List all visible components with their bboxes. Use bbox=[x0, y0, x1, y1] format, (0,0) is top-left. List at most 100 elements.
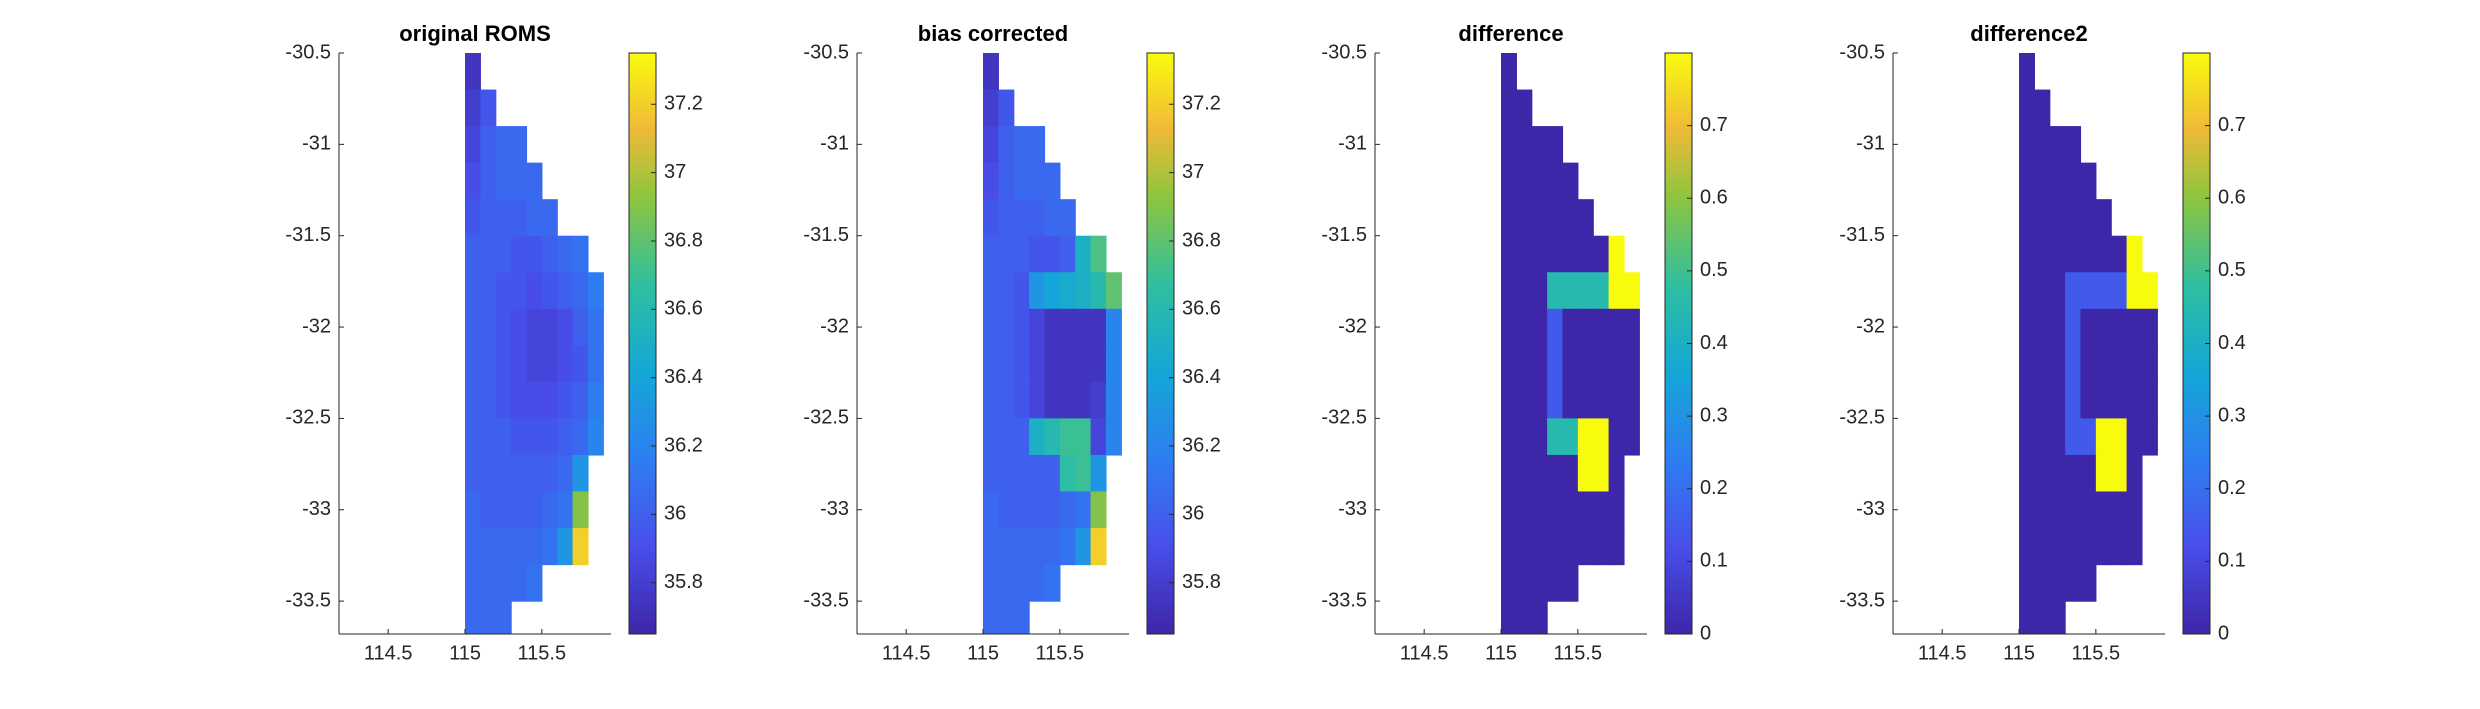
cell bbox=[1044, 308, 1061, 346]
heatmap bbox=[2019, 53, 2158, 634]
cell bbox=[2080, 162, 2097, 200]
cell bbox=[557, 235, 574, 273]
cell bbox=[983, 126, 999, 164]
cell bbox=[998, 564, 1015, 602]
x-tick-label: 114.5 bbox=[882, 642, 931, 664]
cell bbox=[1516, 126, 1533, 164]
cell bbox=[511, 418, 528, 456]
chart-title: difference bbox=[1458, 21, 1563, 46]
cell bbox=[1044, 381, 1061, 420]
colorbar-tick-label: 0.5 bbox=[1700, 259, 1728, 281]
cell bbox=[1075, 345, 1092, 383]
cell bbox=[2111, 272, 2128, 310]
cell bbox=[572, 418, 589, 456]
cell bbox=[1105, 381, 1122, 420]
cell bbox=[2126, 381, 2143, 420]
cell bbox=[1593, 345, 1610, 383]
cell bbox=[2019, 528, 2035, 566]
cell bbox=[1531, 528, 1548, 566]
cell bbox=[1516, 601, 1533, 634]
cell bbox=[587, 272, 604, 310]
cell bbox=[998, 491, 1015, 529]
cell bbox=[983, 235, 999, 273]
cell bbox=[998, 235, 1015, 273]
cell bbox=[480, 126, 497, 164]
cell bbox=[1075, 381, 1092, 420]
heatmap bbox=[1501, 53, 1640, 634]
cell bbox=[2034, 418, 2051, 456]
colorbar-tick-label: 36.6 bbox=[664, 298, 703, 320]
cell bbox=[495, 454, 512, 493]
cell bbox=[1075, 272, 1092, 310]
colorbar-tick-label: 36.4 bbox=[1182, 366, 1221, 388]
cell bbox=[1593, 272, 1610, 310]
cell bbox=[480, 454, 497, 493]
chart-title: difference2 bbox=[1970, 21, 2087, 46]
cell bbox=[541, 454, 558, 493]
cell bbox=[587, 381, 604, 420]
cell bbox=[1623, 381, 1640, 420]
cell bbox=[572, 491, 589, 529]
cell bbox=[2080, 564, 2097, 602]
x-tick-label: 115 bbox=[1485, 642, 1517, 664]
cell bbox=[1608, 454, 1625, 493]
y-tick-label: -31 bbox=[302, 133, 331, 155]
cell bbox=[1547, 345, 1564, 383]
cell bbox=[572, 235, 589, 273]
cell bbox=[2111, 491, 2128, 529]
cell bbox=[465, 162, 481, 200]
heatmap bbox=[983, 53, 1122, 634]
cell bbox=[1547, 126, 1564, 164]
cell bbox=[557, 454, 574, 493]
cell bbox=[1013, 162, 1030, 200]
cell bbox=[2095, 235, 2112, 273]
panel: bias corrected 114.5 115 115.5 -30.5 -31 -31.5… bbox=[803, 21, 1221, 664]
cell bbox=[2019, 381, 2035, 420]
cell bbox=[511, 308, 528, 346]
cell bbox=[1501, 162, 1517, 200]
cell bbox=[1501, 491, 1517, 529]
cell bbox=[572, 345, 589, 383]
cell bbox=[480, 601, 497, 634]
colorbar-tick-label: 0.3 bbox=[1700, 404, 1728, 426]
chart-title: bias corrected bbox=[918, 21, 1068, 46]
cell bbox=[495, 345, 512, 383]
cell bbox=[2080, 381, 2097, 420]
cell bbox=[2080, 528, 2097, 566]
cell bbox=[526, 199, 543, 237]
cell bbox=[541, 345, 558, 383]
cell bbox=[2049, 199, 2066, 237]
cell bbox=[2126, 418, 2143, 456]
cell bbox=[2111, 454, 2128, 493]
cell bbox=[1501, 601, 1517, 634]
cell bbox=[495, 491, 512, 529]
cell bbox=[2019, 272, 2035, 310]
y-tick-label: -32.5 bbox=[285, 407, 331, 429]
colorbar-tick-label: 37.2 bbox=[1182, 93, 1221, 115]
cell bbox=[2049, 381, 2066, 420]
cell bbox=[1593, 235, 1610, 273]
cell bbox=[1562, 454, 1579, 493]
cell bbox=[1516, 235, 1533, 273]
cell bbox=[1029, 308, 1046, 346]
y-tick-label: -31 bbox=[1338, 133, 1367, 155]
x-tick-label: 115.5 bbox=[1554, 642, 1603, 664]
y-tick-label: -31.5 bbox=[803, 224, 849, 246]
cell bbox=[1531, 564, 1548, 602]
x-tick-label: 115 bbox=[967, 642, 999, 664]
cell bbox=[1090, 418, 1107, 456]
cell bbox=[1516, 418, 1533, 456]
cell bbox=[1562, 308, 1579, 346]
colorbar-tick-label: 0 bbox=[2218, 622, 2229, 644]
cell bbox=[480, 381, 497, 420]
cell bbox=[1501, 528, 1517, 566]
cell bbox=[480, 89, 497, 127]
cell bbox=[1531, 381, 1548, 420]
y-tick-label: -31.5 bbox=[1321, 224, 1367, 246]
panel: difference2 114.5 115 115.5 -30.5 -31 -31.5 -32… bbox=[1839, 21, 2245, 664]
cell bbox=[1577, 272, 1594, 310]
cell bbox=[1531, 162, 1548, 200]
cell bbox=[1547, 272, 1564, 310]
cell bbox=[1013, 601, 1030, 634]
cell bbox=[465, 454, 481, 493]
